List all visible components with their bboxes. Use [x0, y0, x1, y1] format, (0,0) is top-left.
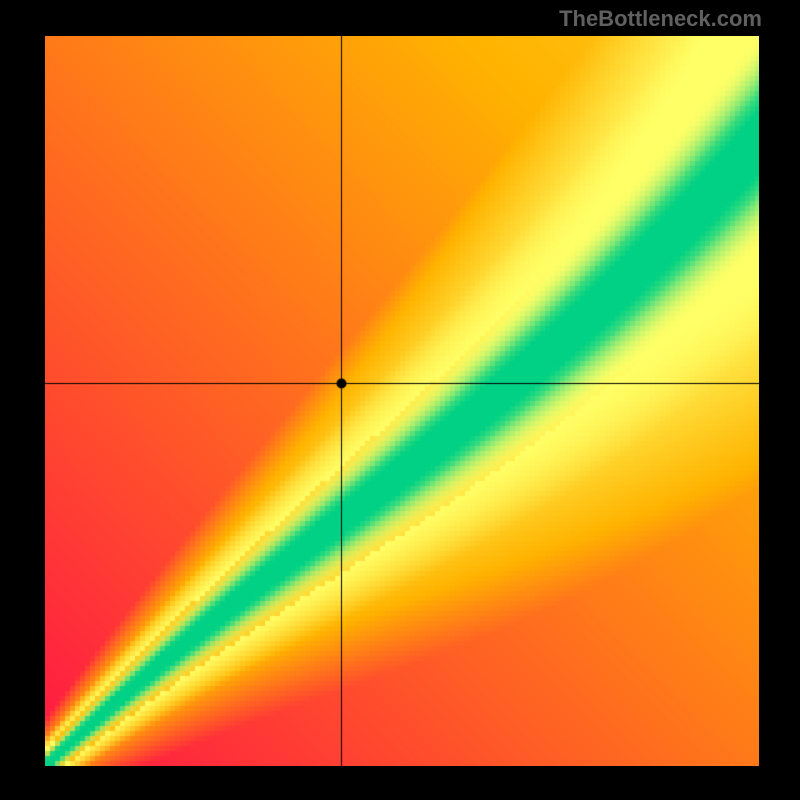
heatmap-canvas [45, 36, 759, 766]
watermark-text: TheBottleneck.com [559, 6, 762, 32]
chart-container: TheBottleneck.com [0, 0, 800, 800]
